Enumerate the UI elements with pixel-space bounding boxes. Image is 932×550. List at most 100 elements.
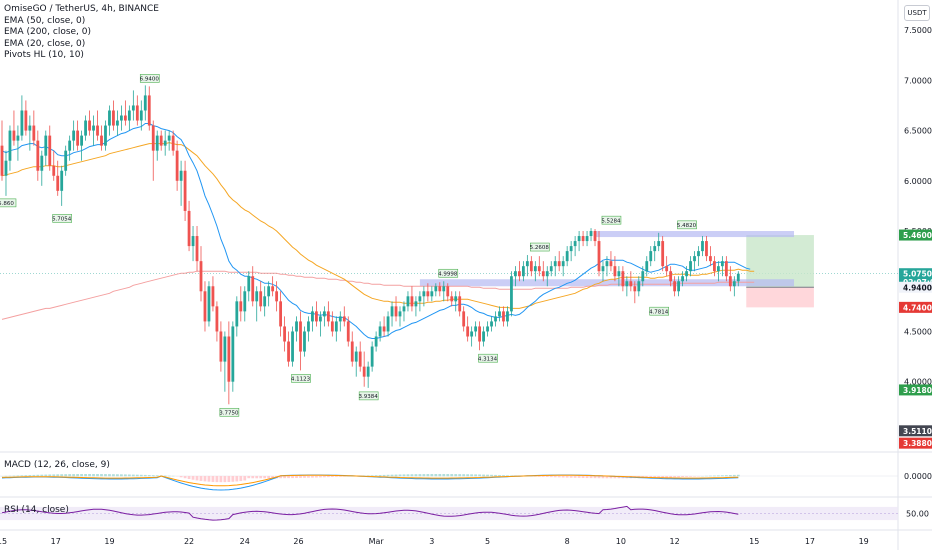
macd-histogram-bar (28, 475, 32, 477)
candle-body (187, 210, 191, 247)
candle-body (12, 130, 16, 141)
macd-histogram-bar (163, 475, 167, 477)
macd-histogram-bar (533, 476, 537, 477)
macd-histogram-bar (36, 474, 40, 477)
price-tag (899, 437, 932, 449)
legend-symbol[interactable]: OmiseGO / TetherUS, 4h, BINANCE (4, 4, 159, 14)
macd-histogram-bar (147, 475, 151, 477)
macd-histogram-bar (96, 474, 99, 477)
candle-body (585, 236, 589, 242)
legend-ema20[interactable]: EMA (20, close, 0) (4, 38, 86, 49)
candle-body (52, 165, 56, 176)
x-tick-label: 22 (184, 537, 194, 546)
currency-button[interactable]: USDT (904, 5, 930, 21)
candle-body (518, 271, 521, 277)
macd-histogram-bar (482, 474, 485, 477)
macd-histogram-bar (450, 474, 454, 477)
macd-histogram-bar (291, 476, 294, 479)
candle-body (334, 321, 338, 332)
candle-body (466, 326, 470, 337)
candle-body (498, 311, 501, 317)
macd-histogram-bar (219, 476, 223, 483)
stop-zone (746, 287, 814, 308)
macd-histogram-bar (108, 474, 111, 477)
macd-histogram-bar (116, 474, 119, 477)
macd-histogram-bar (720, 475, 724, 477)
macd-histogram-bar (422, 474, 426, 477)
candle-body (151, 125, 155, 151)
candle-body (450, 296, 454, 302)
candle-body (398, 311, 402, 317)
rsi-legend[interactable]: RSI (14, close) (4, 505, 69, 515)
candle-body (135, 105, 139, 121)
macd-histogram-bar (307, 476, 310, 478)
legend-ema200[interactable]: EMA (200, close, 0) (4, 27, 92, 37)
candle-body (474, 326, 478, 332)
macd-histogram-bar (330, 476, 334, 477)
candle-body (462, 311, 466, 327)
candle-body (665, 266, 669, 272)
candle-body (434, 286, 438, 292)
candle-body (283, 326, 286, 342)
macd-histogram-bar (446, 474, 450, 477)
macd-histogram-bar (486, 474, 489, 477)
candle-body (354, 351, 358, 362)
legend-ema50[interactable]: EMA (50, close, 0) (4, 15, 86, 26)
candle-body (402, 306, 406, 312)
macd-histogram-bar (319, 476, 322, 478)
macd-histogram-bar (223, 476, 227, 483)
x-tick-label: 5 (485, 537, 490, 546)
candle-body (541, 271, 545, 277)
legend-pivots[interactable]: Pivots HL (10, 10) (4, 50, 84, 60)
pivot-label: 4.9998 (438, 271, 458, 277)
macd-histogram-bar (557, 476, 561, 478)
candle-body (685, 271, 688, 277)
macd-histogram-bar (537, 476, 541, 477)
candle-body (561, 261, 565, 267)
macd-histogram-bar (68, 474, 72, 477)
price-tag-label: 4.7400 (903, 303, 932, 312)
macd-histogram-bar (303, 476, 306, 478)
macd-legend[interactable]: MACD (12, 26, close, 9) (4, 460, 110, 470)
candle-body (732, 281, 736, 287)
macd-histogram-bar (470, 474, 474, 477)
price-tag-label: 3.9180 (903, 386, 932, 395)
macd-histogram-bar (430, 474, 434, 477)
macd-histogram-bar (434, 474, 438, 477)
macd-histogram-bar (287, 476, 290, 479)
candle-body (116, 120, 119, 126)
macd-histogram-bar (247, 476, 251, 479)
candle-body (514, 271, 517, 277)
macd-histogram-bar (589, 476, 593, 479)
candle-body (127, 110, 131, 121)
pivot-label: 5.5284 (601, 218, 621, 224)
candle-body (303, 331, 306, 352)
macd-histogram-bar (736, 474, 740, 477)
candle-body (418, 296, 422, 302)
pivot-label-box (677, 220, 697, 230)
candle-body (470, 331, 474, 337)
candle-body (378, 326, 382, 337)
macd-histogram-bar (283, 476, 286, 479)
macd-histogram-bar (398, 474, 402, 477)
macd-histogram-bar (167, 475, 171, 477)
candle-body (613, 266, 617, 277)
candle-body (366, 366, 370, 377)
candle-body (728, 276, 732, 287)
macd-histogram-bar (100, 474, 103, 477)
candle-body (120, 115, 123, 121)
macd-histogram-bar (510, 475, 513, 477)
pivot-label: 5.7054 (52, 217, 72, 223)
candle-body (108, 110, 111, 126)
macd-histogram-bar (689, 476, 692, 477)
candle-body (227, 336, 231, 382)
x-tick-label: 17 (805, 537, 815, 546)
macd-histogram-bar (438, 474, 442, 477)
candle-body (0, 145, 4, 176)
candle-body (247, 276, 251, 292)
macd-histogram-bar (231, 476, 235, 482)
macd-histogram-bar (315, 476, 318, 478)
candle-body (235, 301, 239, 327)
pivot-label: 4.7814 (649, 309, 669, 315)
